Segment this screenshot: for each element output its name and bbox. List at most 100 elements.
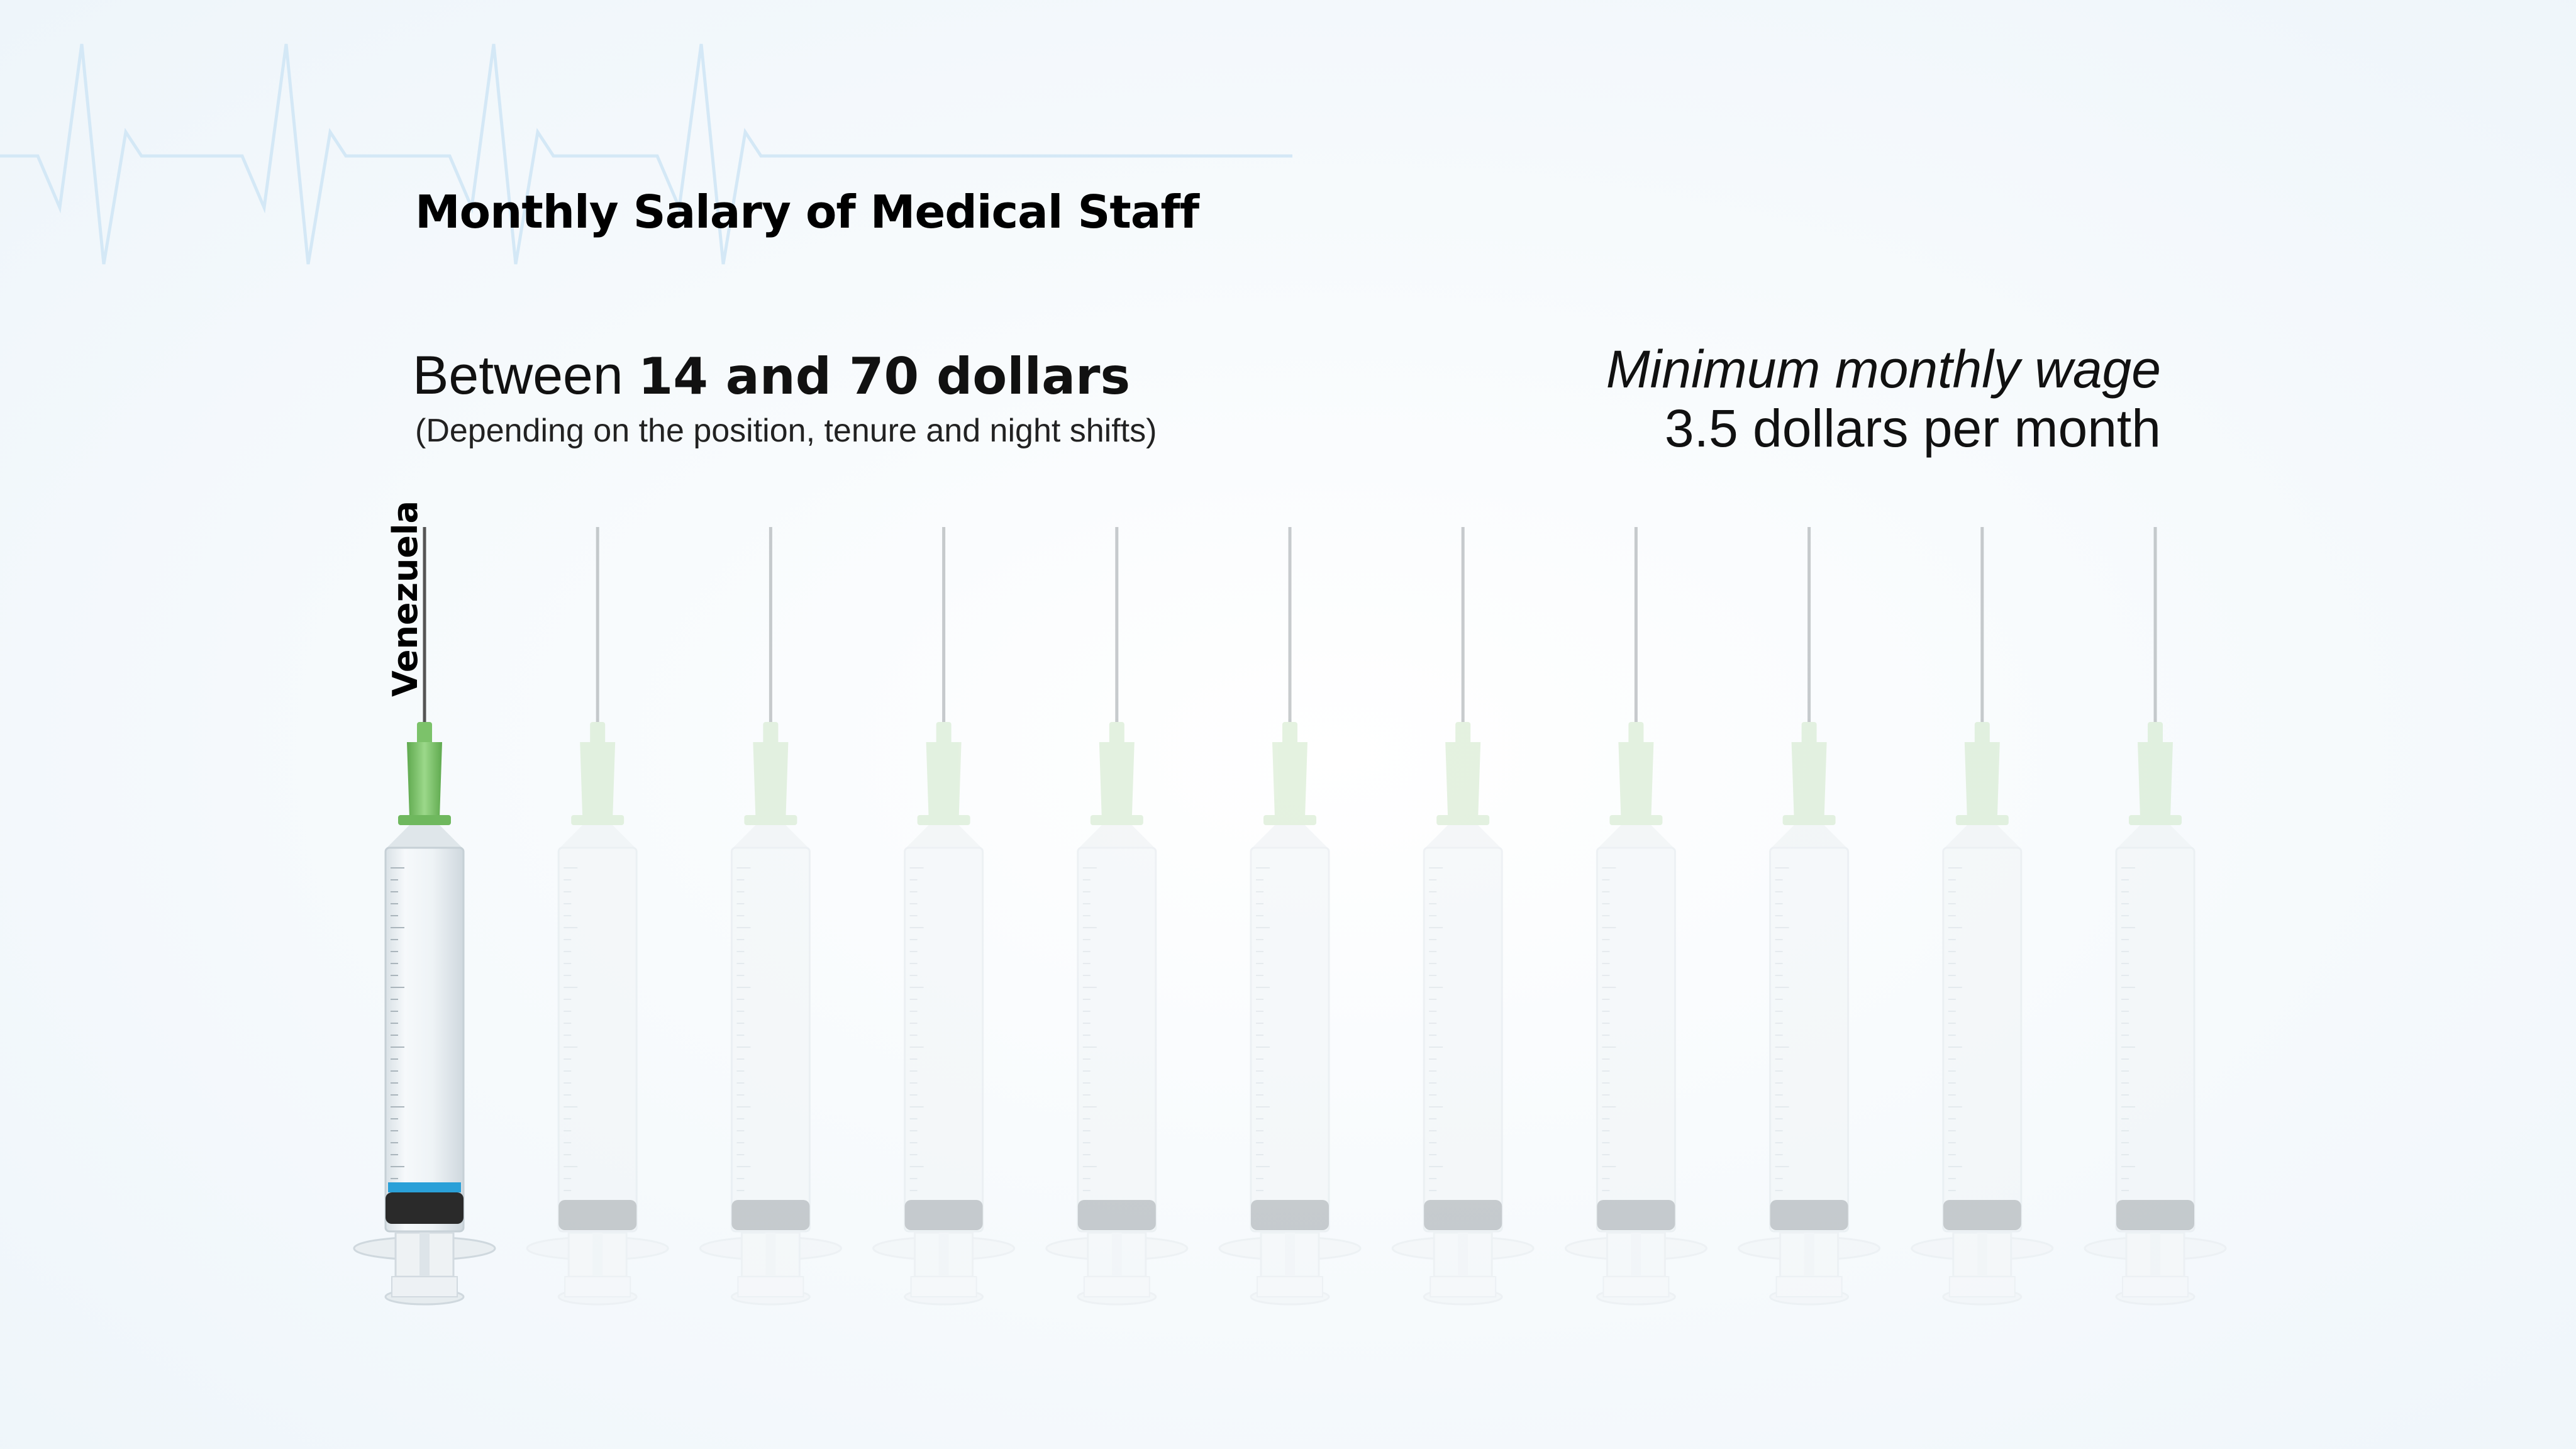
minimum-wage-block: Minimum monthly wage 3.5 dollars per mon… [1606, 340, 2161, 458]
syringe-hub-tip [763, 722, 779, 747]
syringe-plunger-seal [731, 1200, 810, 1230]
syringe-barrel [730, 847, 811, 1233]
syringe-hub [580, 742, 616, 818]
syringe-plunger-seal [2116, 1200, 2194, 1230]
syringe-barrel [1942, 847, 2023, 1233]
syringe-plunger-seal [1251, 1200, 1329, 1230]
syringe-hub-flange [1609, 815, 1663, 825]
syringe-hub [1099, 742, 1135, 818]
syringe-needle [1461, 527, 1465, 735]
syringe-needle [1807, 527, 1811, 735]
minimum-wage-label: Minimum monthly wage [1606, 340, 2161, 399]
syringe-hub-tip [1109, 722, 1124, 747]
syringe-hub-tip [590, 722, 606, 747]
syringe-hub-tip [1455, 722, 1471, 747]
page-title: Monthly Salary of Medical Staff [415, 186, 1199, 238]
syringe-barrel [1423, 847, 1503, 1233]
syringe-needle [942, 527, 946, 735]
syringe [1045, 527, 1189, 1306]
syringe-hub [753, 742, 789, 818]
salary-range-prefix: Between [413, 345, 638, 406]
syringe-plunger-seal [1077, 1200, 1156, 1230]
syringe-barrel [1077, 847, 1157, 1233]
syringe-plunger-seal [904, 1200, 983, 1230]
syringe-hub [1964, 742, 2000, 818]
minimum-wage-value: 3.5 dollars per month [1664, 399, 2161, 458]
syringe-hub-flange [398, 815, 451, 825]
syringe [526, 527, 669, 1306]
salary-range: Between 14 and 70 dollars [413, 345, 1130, 407]
syringe [1218, 527, 1362, 1306]
syringe-hub-flange [1090, 815, 1143, 825]
syringe-nozzle [386, 825, 464, 849]
syringe [353, 527, 496, 1306]
syringe [1564, 527, 1707, 1306]
syringe-needle [423, 527, 426, 735]
syringe-barrel [1596, 847, 1676, 1233]
syringe-hub [1445, 742, 1481, 818]
syringe-hub-flange [1955, 815, 2009, 825]
syringe-plunger-seal [1424, 1200, 1502, 1230]
syringe-barrel [1769, 847, 1850, 1233]
syringe-needle [596, 527, 599, 735]
syringe-needle [1115, 527, 1119, 735]
syringe-plunger-seal [558, 1200, 637, 1230]
syringe-needle [1288, 527, 1292, 735]
syringe-nozzle [1251, 825, 1329, 849]
syringe-hub [1272, 742, 1307, 818]
syringe [699, 527, 842, 1306]
syringe-nozzle [1077, 825, 1156, 849]
syringe-nozzle [1943, 825, 2021, 849]
syringe [1911, 527, 2054, 1306]
syringe-hub-tip [1628, 722, 1644, 747]
salary-note: (Depending on the position, tenure and n… [415, 413, 1157, 449]
syringe-plunger-seal [1597, 1200, 1675, 1230]
category-label: Venezuela [386, 501, 425, 697]
syringe-hub-tip [1974, 722, 1990, 747]
syringe [2084, 527, 2227, 1306]
syringe-plunger-seal [1770, 1200, 1848, 1230]
syringe-nozzle [1597, 825, 1675, 849]
syringe-hub-tip [1801, 722, 1817, 747]
syringe-hub-flange [917, 815, 970, 825]
syringe-hub [407, 742, 442, 818]
syringe-hub-flange [1263, 815, 1316, 825]
syringe-plunger-seal [1943, 1200, 2021, 1230]
syringe-plunger-seal [386, 1192, 464, 1224]
syringe-nozzle [1424, 825, 1502, 849]
syringe [872, 527, 1016, 1306]
salary-range-bold: 14 and 70 dollars [638, 347, 1131, 406]
syringe-barrel [384, 847, 465, 1233]
syringe-needle [2153, 527, 2157, 735]
syringe-hub-flange [571, 815, 625, 825]
syringe-hub-flange [744, 815, 797, 825]
syringe-nozzle [2116, 825, 2194, 849]
syringe-hub-tip [1282, 722, 1297, 747]
ecg-heartbeat-decoration [0, 43, 1292, 265]
syringe-nozzle [558, 825, 637, 849]
syringe [1738, 527, 1881, 1306]
syringe-needle [1634, 527, 1638, 735]
syringe-needle [1980, 527, 1984, 735]
syringe-hub [2138, 742, 2173, 818]
syringe-hub [926, 742, 962, 818]
syringe-barrel [1250, 847, 1330, 1233]
syringe-nozzle [904, 825, 983, 849]
syringe-hub-flange [1782, 815, 1836, 825]
syringe-hub [1618, 742, 1654, 818]
syringe-hub-tip [2148, 722, 2163, 747]
syringe-barrel [2115, 847, 2196, 1233]
syringe-hub-tip [936, 722, 952, 747]
syringe-hub-tip [417, 722, 432, 747]
syringe-hub [1791, 742, 1827, 818]
syringe-needle [769, 527, 772, 735]
syringe-hub-flange [1436, 815, 1490, 825]
syringe-liquid-level [388, 1182, 461, 1192]
syringe-barrel [557, 847, 638, 1233]
syringe-nozzle [1770, 825, 1848, 849]
syringe-nozzle [731, 825, 810, 849]
syringe [1391, 527, 1535, 1306]
syringe-hub-flange [2129, 815, 2182, 825]
syringe-barrel [904, 847, 984, 1233]
